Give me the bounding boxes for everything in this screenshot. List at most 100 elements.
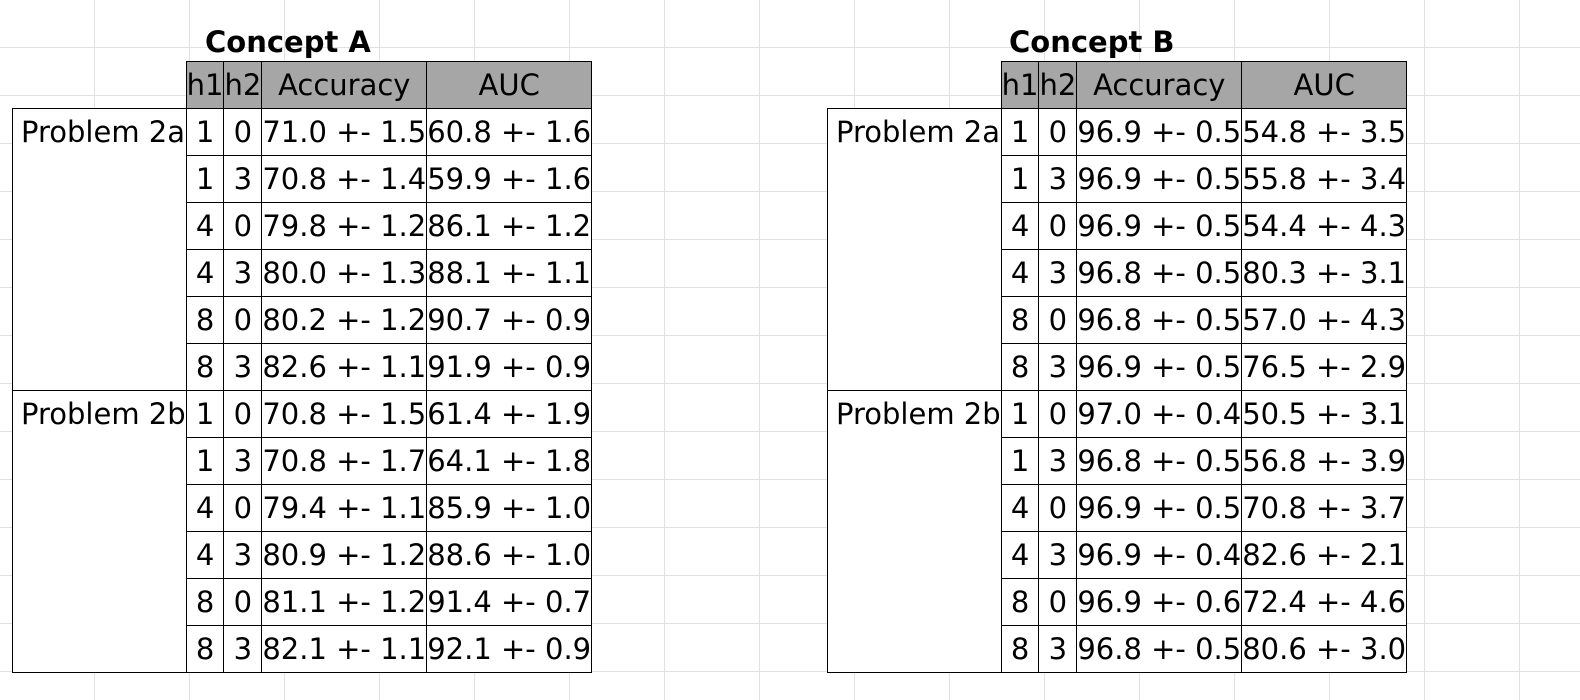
auc-cell: 50.5 +- 3.1 [1241,390,1408,438]
auc-cell: 90.7 +- 0.9 [426,296,593,344]
auc-cell: 60.8 +- 1.6 [426,108,593,156]
auc-cell: 85.9 +- 1.0 [426,484,593,532]
table-row: 4 3 96.9 +- 0.4 82.6 +- 2.1 [828,531,1408,579]
h1-cell: 8 [1000,625,1040,673]
accuracy-cell: 80.2 +- 1.2 [261,296,428,344]
accuracy-cell: 96.9 +- 0.5 [1076,202,1243,250]
table-row: 8 3 82.1 +- 1.1 92.1 +- 0.9 [13,625,593,673]
accuracy-cell: 79.8 +- 1.2 [261,202,428,250]
h2-cell: 3 [1038,531,1078,579]
h1-cell: 1 [185,155,225,203]
h2-cell: 0 [1038,202,1078,250]
auc-cell: 56.8 +- 3.9 [1241,437,1408,485]
header-corner [828,62,1002,109]
auc-cell: 88.6 +- 1.0 [426,531,593,579]
group-label: Problem 2b [12,390,187,673]
accuracy-cell: 70.8 +- 1.5 [261,390,428,438]
column-header-accuracy: Accuracy [1076,61,1243,109]
auc-cell: 57.0 +- 4.3 [1241,296,1408,344]
accuracy-cell: 96.9 +- 0.6 [1076,578,1243,626]
h1-cell: 1 [185,108,225,156]
h1-cell: 8 [185,343,225,391]
h2-cell: 0 [1038,296,1078,344]
h1-cell: 1 [185,390,225,438]
h2-cell: 0 [1038,484,1078,532]
auc-cell: 92.1 +- 0.9 [426,625,593,673]
accuracy-cell: 82.1 +- 1.1 [261,625,428,673]
column-header-h1: h1 [185,61,225,109]
h2-cell: 0 [223,484,263,532]
accuracy-cell: 96.9 +- 0.4 [1076,531,1243,579]
h2-cell: 0 [223,578,263,626]
auc-cell: 61.4 +- 1.9 [426,390,593,438]
h1-cell: 8 [185,578,225,626]
concept-b-table: h1 h2 Accuracy AUC Problem 2a 1 0 96.9 +- 0.5 5… [827,61,1408,673]
column-header-h2: h2 [223,61,263,109]
h1-cell: 1 [1000,390,1040,438]
h1-cell: 1 [1000,437,1040,485]
h2-cell: 3 [1038,625,1078,673]
auc-cell: 86.1 +- 1.2 [426,202,593,250]
h2-cell: 3 [1038,249,1078,297]
header-row: h1 h2 Accuracy AUC [828,61,1408,109]
concept-a-title: Concept A [205,25,371,59]
accuracy-cell: 70.8 +- 1.7 [261,437,428,485]
table-row: 4 0 79.8 +- 1.2 86.1 +- 1.2 [13,202,593,250]
column-header-accuracy: Accuracy [261,61,428,109]
accuracy-cell: 82.6 +- 1.1 [261,343,428,391]
concept-a-table: h1 h2 Accuracy AUC Problem 2a 1 0 71.0 +- 1.5 6… [12,61,593,673]
h2-cell: 3 [1038,155,1078,203]
accuracy-cell: 71.0 +- 1.5 [261,108,428,156]
h1-cell: 4 [1000,202,1040,250]
table-row: 4 0 96.9 +- 0.5 70.8 +- 3.7 [828,484,1408,532]
table-row: 4 0 96.9 +- 0.5 54.4 +- 4.3 [828,202,1408,250]
table-row: 8 0 81.1 +- 1.2 91.4 +- 0.7 [13,578,593,626]
h1-cell: 8 [185,625,225,673]
auc-cell: 91.4 +- 0.7 [426,578,593,626]
table-row: 1 3 70.8 +- 1.7 64.1 +- 1.8 [13,437,593,485]
h2-cell: 0 [223,390,263,438]
h2-cell: 3 [1038,437,1078,485]
h1-cell: 8 [1000,343,1040,391]
auc-cell: 91.9 +- 0.9 [426,343,593,391]
table-row: 1 3 70.8 +- 1.4 59.9 +- 1.6 [13,155,593,203]
accuracy-cell: 96.9 +- 0.5 [1076,484,1243,532]
accuracy-cell: 80.9 +- 1.2 [261,531,428,579]
auc-cell: 55.8 +- 3.4 [1241,155,1408,203]
table-row: 8 0 96.9 +- 0.6 72.4 +- 4.6 [828,578,1408,626]
auc-cell: 54.4 +- 4.3 [1241,202,1408,250]
h1-cell: 8 [1000,296,1040,344]
group-label: Problem 2b [827,390,1002,673]
accuracy-cell: 96.9 +- 0.5 [1076,108,1243,156]
h1-cell: 8 [1000,578,1040,626]
auc-cell: 59.9 +- 1.6 [426,155,593,203]
accuracy-cell: 97.0 +- 0.4 [1076,390,1243,438]
h2-cell: 3 [223,437,263,485]
group-label: Problem 2a [12,108,187,391]
h1-cell: 1 [1000,108,1040,156]
h2-cell: 0 [1038,108,1078,156]
table-row: Problem 2b 1 0 70.8 +- 1.5 61.4 +- 1.9 [12,390,593,673]
h1-cell: 8 [185,296,225,344]
accuracy-cell: 96.8 +- 0.5 [1076,249,1243,297]
auc-cell: 82.6 +- 2.1 [1241,531,1408,579]
concept-b-title: Concept B [1009,25,1175,59]
auc-cell: 80.6 +- 3.0 [1241,625,1408,673]
accuracy-cell: 96.9 +- 0.5 [1076,343,1243,391]
h1-cell: 4 [1000,249,1040,297]
table-row: Problem 2a 1 0 71.0 +- 1.5 60.8 +- 1.6 [12,108,593,391]
h1-cell: 4 [1000,531,1040,579]
column-header-h1: h1 [1000,61,1040,109]
accuracy-cell: 81.1 +- 1.2 [261,578,428,626]
auc-cell: 80.3 +- 3.1 [1241,249,1408,297]
accuracy-cell: 96.9 +- 0.5 [1076,155,1243,203]
table-row: Problem 2a 1 0 96.9 +- 0.5 54.8 +- 3.5 [827,108,1408,391]
h2-cell: 3 [223,625,263,673]
h2-cell: 0 [1038,578,1078,626]
header-row: h1 h2 Accuracy AUC [13,61,593,109]
column-header-h2: h2 [1038,61,1078,109]
accuracy-cell: 70.8 +- 1.4 [261,155,428,203]
table-row: Problem 2b 1 0 97.0 +- 0.4 50.5 +- 3.1 [827,390,1408,673]
h1-cell: 4 [185,202,225,250]
column-header-auc: AUC [426,61,593,109]
